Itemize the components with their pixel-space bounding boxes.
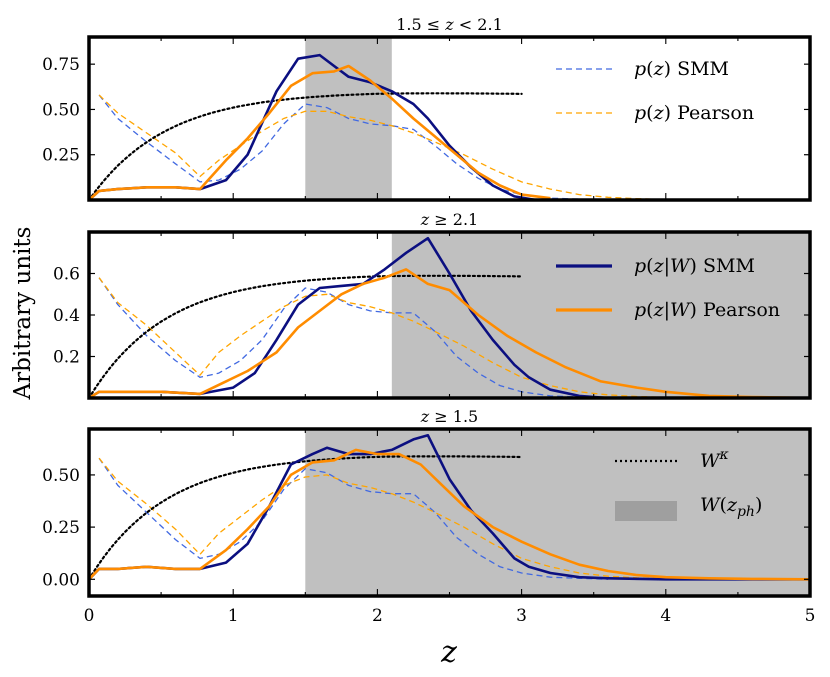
legend-label: p(z|W) SMM: [634, 255, 755, 277]
x-tick-label: 1: [228, 606, 239, 626]
y-tick-label: 0.6: [53, 265, 80, 285]
legend-label: p(z) Pearson: [634, 102, 754, 124]
series-p-z-w-pearson: [89, 448, 810, 581]
series-w-kappa: [89, 455, 523, 581]
x-tick-label: 5: [805, 606, 816, 626]
y-tick-label: 0.50: [42, 100, 80, 120]
series-p-z-smm: [98, 277, 609, 398]
legend-swatch: [615, 501, 677, 521]
legend-label: Wκ: [700, 447, 729, 472]
y-tick-label: 0.00: [42, 570, 80, 590]
legend-label: p(z) SMM: [634, 58, 729, 80]
x-tick-label: 0: [84, 606, 95, 626]
panel-3: 0.00 0.25 0.50 z ≥ 1.5 Wκ W(zph) 0 1 2 3 4 5: [42, 407, 815, 626]
series-w-kappa: [89, 92, 523, 200]
legend-label: p(z|W) Pearson: [634, 299, 780, 321]
y-axis-label: Arbitrary units: [10, 227, 36, 401]
series-p-z-w-pearson: [89, 64, 551, 200]
panel-title: z ≥ 1.5: [420, 407, 478, 426]
y-tick-label: 0.25: [42, 518, 80, 538]
panel-title: z ≥ 2.1: [420, 210, 478, 229]
x-tick-label: 4: [660, 606, 671, 626]
panel-1: 0.25 0.50 0.75 1.5 ≤ z < 2.1 p(z) SMM p(z) Pe…: [42, 15, 812, 202]
y-tick-label: 0.25: [42, 146, 80, 166]
x-axis-label: z: [440, 635, 457, 670]
series-p-z-w-pearson: [89, 268, 810, 398]
legend: Wκ W(zph): [615, 447, 762, 521]
series-p-z-pearson: [98, 277, 666, 398]
series-p-z-pearson: [98, 94, 666, 200]
legend: p(z|W) SMM p(z|W) Pearson: [556, 255, 780, 321]
series-p-z-pearson: [98, 457, 666, 580]
shaded-band: [391, 232, 810, 398]
legend-label: W(zph): [700, 494, 762, 520]
panel-2: 0.2 0.4 0.6 z ≥ 2.1 p(z|W) SMM p(z|W) Pearson: [53, 210, 812, 400]
y-tick-label: 0.2: [53, 348, 80, 368]
series-p-z-smm: [98, 457, 609, 580]
panel-title: 1.5 ≤ z < 2.1: [396, 15, 503, 34]
x-tick-label: 2: [372, 606, 383, 626]
x-tick-label: 3: [516, 606, 527, 626]
y-tick-label: 0.50: [42, 466, 80, 486]
legend: p(z) SMM p(z) Pearson: [556, 58, 754, 124]
series-p-z-smm: [98, 94, 609, 200]
y-tick-label: 0.75: [42, 55, 80, 75]
y-tick-label: 0.4: [53, 306, 80, 326]
